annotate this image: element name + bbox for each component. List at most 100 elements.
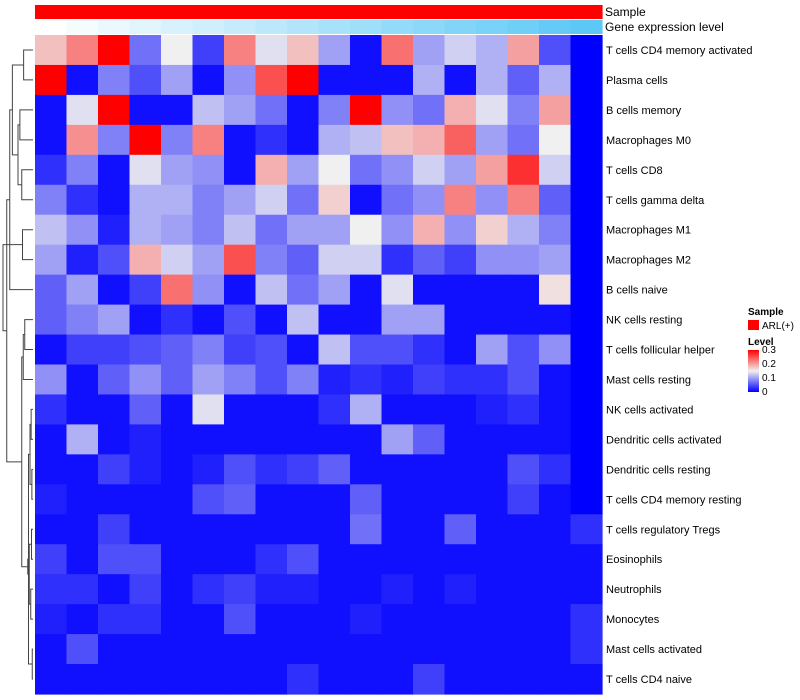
- heatmap-cell: [476, 454, 509, 485]
- heatmap-cell: [255, 274, 288, 306]
- row-label: Mast cells activated: [606, 644, 702, 656]
- heatmap-cell: [539, 484, 572, 515]
- row-label: T cells regulatory Tregs: [606, 524, 721, 536]
- heatmap-cell: [224, 274, 257, 306]
- heatmap-cell: [66, 574, 99, 605]
- heatmap-cell: [192, 94, 225, 126]
- heatmap-cell: [476, 124, 509, 156]
- heatmap-cell: [66, 394, 99, 426]
- expression-annotation-cell: [287, 20, 320, 34]
- heatmap-cell: [224, 304, 257, 336]
- row-label: Macrophages M1: [606, 225, 691, 237]
- heatmap-cell: [129, 634, 162, 665]
- heatmap-cell: [98, 184, 131, 216]
- row-label: Mast cells resting: [606, 374, 691, 386]
- heatmap-cell: [413, 64, 446, 96]
- heatmap-cell: [161, 304, 194, 336]
- dendrogram-branch: [30, 588, 33, 620]
- heatmap-cell: [66, 334, 99, 366]
- legend-sample-title: Sample: [748, 307, 784, 318]
- heatmap-cell: [66, 664, 99, 695]
- expression-annotation-cell: [318, 20, 351, 34]
- heatmap-cell: [98, 484, 131, 515]
- heatmap-cell: [570, 364, 603, 396]
- heatmap-cell: [161, 124, 194, 156]
- row-label: Neutrophils: [606, 584, 662, 596]
- heatmap-cell: [318, 244, 351, 276]
- heatmap-cell: [350, 244, 383, 276]
- sample-annotation-cell: [255, 5, 288, 19]
- heatmap-cell: [350, 35, 383, 66]
- heatmap-cell: [129, 124, 162, 156]
- heatmap-cell: [287, 274, 320, 306]
- heatmap-cell: [129, 35, 162, 66]
- heatmap-cell: [539, 574, 572, 605]
- heatmap-cell: [444, 394, 477, 426]
- heatmap-cell: [350, 364, 383, 396]
- heatmap-cell: [287, 214, 320, 246]
- heatmap-cell: [255, 154, 288, 186]
- sample-annotation-cell: [413, 5, 446, 19]
- heatmap-cell: [570, 604, 603, 635]
- heatmap-cell: [381, 334, 414, 366]
- heatmap-cell: [161, 35, 194, 66]
- heatmap-cell: [224, 484, 257, 515]
- heatmap-cell: [129, 334, 162, 366]
- heatmap-cell: [539, 664, 572, 695]
- heatmap-cell: [98, 604, 131, 635]
- heatmap-cell: [35, 64, 68, 96]
- heatmap-cell: [287, 604, 320, 635]
- heatmap-cell: [98, 124, 131, 156]
- heatmap-cell: [98, 424, 131, 455]
- heatmap-cell: [66, 154, 99, 186]
- heatmap-cell: [35, 124, 68, 156]
- heatmap-cell: [66, 604, 99, 635]
- heatmap-cell: [129, 544, 162, 575]
- heatmap-cell: [255, 334, 288, 366]
- heatmap-cell: [192, 64, 225, 96]
- heatmap-cell: [66, 124, 99, 156]
- heatmap-cell: [287, 394, 320, 426]
- heatmap-cell: [476, 214, 509, 246]
- heatmap-cell: [129, 574, 162, 605]
- heatmap-cell: [570, 154, 603, 186]
- heatmap-cell: [570, 424, 603, 455]
- heatmap-cell: [350, 604, 383, 635]
- heatmap-cell: [318, 544, 351, 575]
- heatmap-cell: [129, 514, 162, 545]
- heatmap-cell: [318, 574, 351, 605]
- heatmap-cell: [507, 484, 540, 515]
- heatmap-cell: [35, 424, 68, 455]
- heatmap-cell: [539, 334, 572, 366]
- heatmap-cell: [507, 364, 540, 396]
- heatmap-cell: [413, 574, 446, 605]
- heatmap-cell: [35, 364, 68, 396]
- heatmap-cell: [381, 64, 414, 96]
- heatmap-cell: [570, 664, 603, 695]
- heatmap-cell: [539, 244, 572, 276]
- heatmap-cell: [507, 94, 540, 126]
- heatmap-cell: [476, 514, 509, 545]
- heatmap-cell: [381, 544, 414, 575]
- row-label: T cells CD4 memory activated: [606, 45, 753, 57]
- heatmap-cell: [444, 304, 477, 336]
- heatmap-cell: [413, 244, 446, 276]
- heatmap-cell: [192, 364, 225, 396]
- heatmap-cell: [476, 604, 509, 635]
- heatmap-cells: [35, 35, 603, 695]
- heatmap-cell: [161, 394, 194, 426]
- heatmap-cell: [35, 394, 68, 426]
- heatmap-cell: [413, 214, 446, 246]
- heatmap-cell: [413, 664, 446, 695]
- heatmap-cell: [476, 484, 509, 515]
- row-label: Plasma cells: [606, 75, 668, 87]
- heatmap-cell: [161, 244, 194, 276]
- heatmap-cell: [381, 484, 414, 515]
- heatmap-cell: [413, 304, 446, 336]
- heatmap-cell: [350, 184, 383, 216]
- heatmap-cell: [287, 664, 320, 695]
- heatmap-cell: [35, 35, 68, 66]
- heatmap-cell: [98, 454, 131, 485]
- heatmap-cell: [287, 424, 320, 455]
